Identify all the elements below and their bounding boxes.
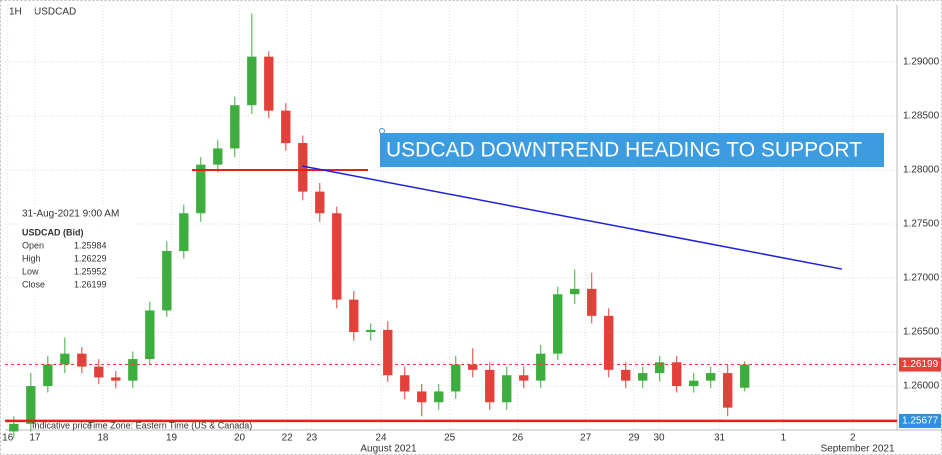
candle-body <box>689 380 699 387</box>
candle-body <box>536 353 546 381</box>
candle-body <box>570 288 580 295</box>
candle-body <box>145 310 155 360</box>
info-label: High <box>22 253 41 263</box>
x-tick-label: 2 <box>850 433 856 444</box>
x-tick-label: 20 <box>234 433 246 444</box>
price-tag <box>899 413 941 428</box>
y-tick-label: 1.26500 <box>903 327 940 338</box>
x-tick-label: 25 <box>444 433 456 444</box>
y-tick-label: 1.27500 <box>903 219 940 230</box>
info-label: Close <box>22 279 45 289</box>
candle-body <box>672 362 682 387</box>
y-tick-label: 1.26000 <box>903 381 940 392</box>
info-value: 1.25952 <box>74 266 107 276</box>
candle-body <box>264 56 274 111</box>
annotation-text: USDCAD DOWNTREND HEADING TO SUPPORT <box>386 139 862 162</box>
candle-body <box>111 377 121 381</box>
price-tag-label: 1.25677 <box>902 416 939 427</box>
x-tick-label: 24 <box>375 433 387 444</box>
candle-body <box>383 329 393 376</box>
x-tick-label: 17 <box>29 433 41 444</box>
candle-body <box>723 373 733 408</box>
candle-body <box>417 391 427 403</box>
info-value: 1.26199 <box>74 279 107 289</box>
candle-body <box>230 105 240 149</box>
candle-body <box>77 353 87 367</box>
candle-body <box>553 294 563 354</box>
info-box <box>18 206 136 292</box>
x-tick-label: 1 <box>781 433 787 444</box>
x-tick-label: 23 <box>306 433 318 444</box>
timezone: Time Zone: Eastern Time (US & Canada) <box>88 420 252 430</box>
annotation-box <box>380 133 884 167</box>
timeframe: 1H <box>9 7 22 18</box>
y-tick-label: 1.27000 <box>903 273 940 284</box>
y-tick-label: 1.28500 <box>903 111 940 122</box>
candle-body <box>468 364 478 370</box>
candle-body <box>26 386 36 424</box>
info-value: 1.25984 <box>74 240 107 250</box>
candle-body <box>434 391 444 403</box>
x-tick-label: 29 <box>628 433 640 444</box>
x-tick-label: 22 <box>282 433 294 444</box>
candle-body <box>60 353 70 365</box>
x-tick-label: 31 <box>714 433 726 444</box>
y-tick-label: 1.28000 <box>903 165 940 176</box>
candle-body <box>213 148 223 165</box>
x-tick-label: 30 <box>653 433 665 444</box>
candle-body <box>519 375 529 381</box>
footer: Indicative price <box>32 420 92 430</box>
candle-body <box>43 364 53 387</box>
candle-body <box>179 213 189 252</box>
x-tick-label: 18 <box>97 433 109 444</box>
candle-body <box>9 423 19 432</box>
candle-body <box>162 251 172 311</box>
price-tag-label: 1.26199 <box>902 359 939 370</box>
candle-body <box>485 369 495 403</box>
info-title: USDCAD (Bid) <box>22 227 84 237</box>
info-value: 1.26229 <box>74 253 107 263</box>
candle-body <box>706 373 716 381</box>
candle-body <box>638 373 648 381</box>
x-tick-label: 19 <box>166 433 178 444</box>
info-label: Low <box>22 266 39 276</box>
candle-body <box>400 375 410 392</box>
symbol: USDCAD <box>34 7 76 18</box>
candle-body <box>502 375 512 403</box>
month-label: August 2021 <box>360 444 417 455</box>
trendline <box>301 165 843 270</box>
info-datetime: 31-Aug-2021 9:00 AM <box>22 209 119 220</box>
candle-body <box>94 366 104 378</box>
candle-body <box>281 110 291 144</box>
candle-body <box>740 364 750 388</box>
candle-body <box>349 299 359 333</box>
candle-body <box>315 191 325 214</box>
x-tick-label: 27 <box>580 433 592 444</box>
candle-body <box>247 56 257 106</box>
month-label: September 2021 <box>821 444 895 455</box>
candle-body <box>587 288 597 316</box>
candle-body <box>128 359 138 381</box>
candle-body <box>332 213 342 300</box>
info-label: Open <box>22 240 44 250</box>
y-tick-label: 1.29000 <box>903 57 940 68</box>
candle-body <box>366 329 376 333</box>
x-tick-label: 16 <box>2 433 14 444</box>
candle-body <box>196 164 206 214</box>
candle-body <box>451 364 461 392</box>
candle-body <box>604 315 614 370</box>
candle-body <box>298 143 308 192</box>
x-tick-label: 26 <box>512 433 524 444</box>
price-tag <box>899 357 941 372</box>
candle-body <box>655 362 665 374</box>
candle-body <box>621 369 631 381</box>
